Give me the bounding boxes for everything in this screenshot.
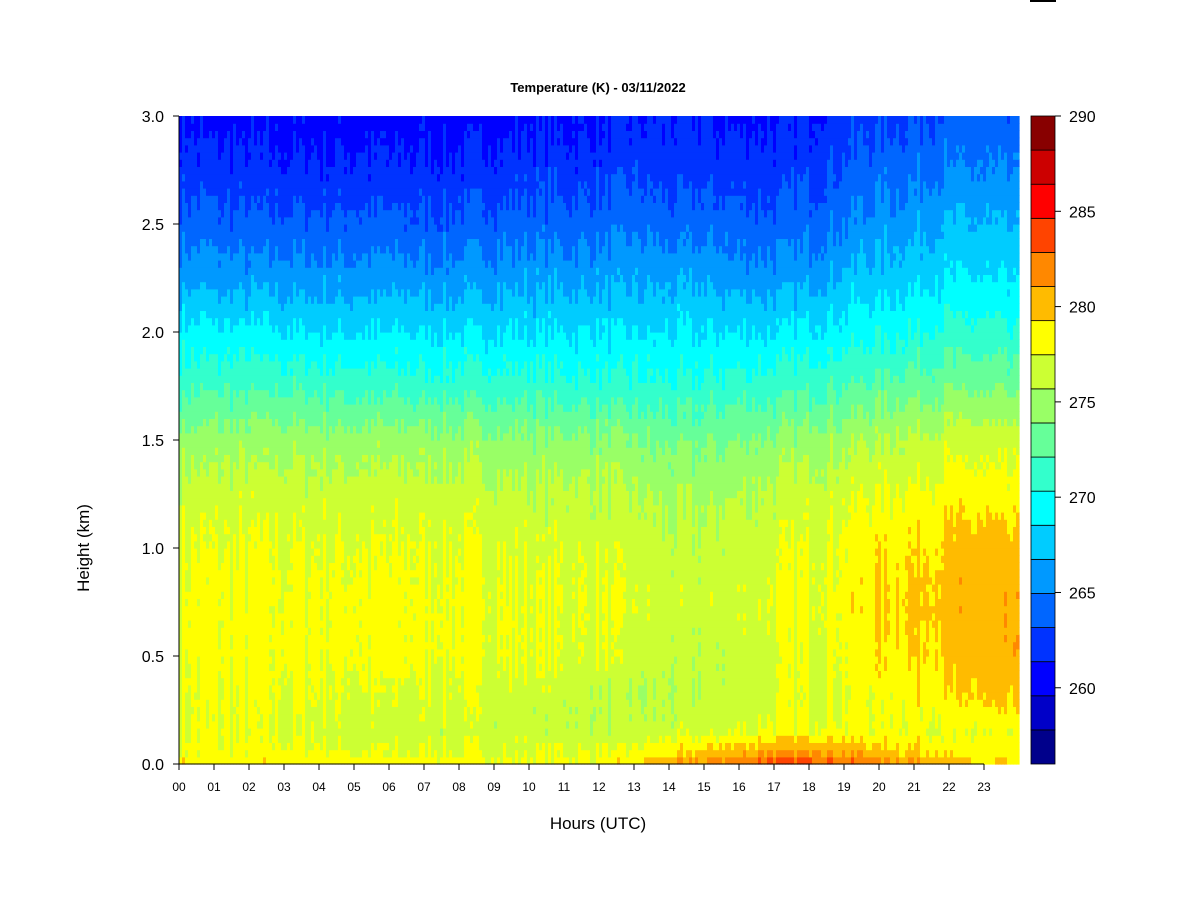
chart-title: Temperature (K) - 03/11/2022	[510, 80, 685, 95]
heatmap-area	[179, 116, 1020, 765]
